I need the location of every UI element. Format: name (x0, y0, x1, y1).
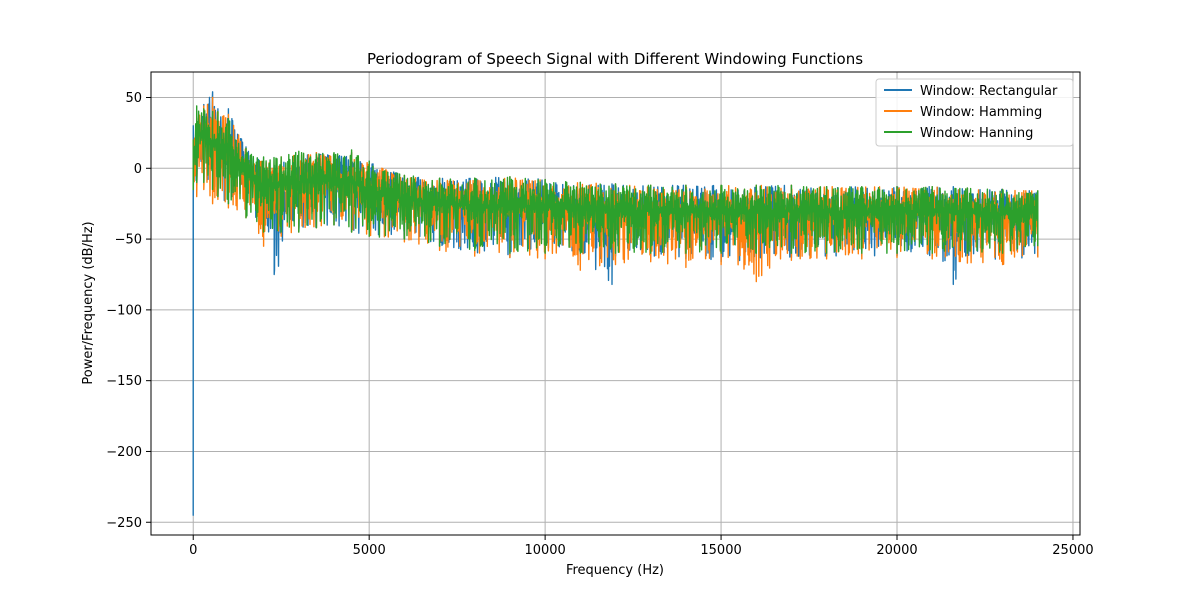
y-tick-label: −150 (106, 374, 142, 389)
x-tick-label: 5000 (353, 543, 386, 558)
x-tick-label: 15000 (700, 543, 741, 558)
axis-ticks: 0 5000 10000 15000 20000 25000 50 0 −50 −100 −150 −… (106, 91, 1093, 558)
x-tick-label: 25000 (1052, 543, 1093, 558)
legend-label-hamming: Window: Hamming (920, 105, 1042, 120)
x-tick-label: 10000 (524, 543, 565, 558)
legend-box (875, 78, 1074, 147)
series-hanning (192, 105, 1039, 254)
series-layer (192, 91, 1039, 516)
y-tick-label: 50 (125, 91, 142, 106)
legend: Window: Rectangular Window: Hamming Wind… (875, 78, 1074, 147)
legend-label-hanning: Window: Hanning (920, 126, 1033, 141)
x-tick-label: 20000 (876, 543, 917, 558)
chart-title: Periodogram of Speech Signal with Differ… (367, 50, 863, 68)
y-tick-label: −100 (106, 303, 142, 318)
x-tick-label: 0 (189, 543, 197, 558)
y-tick-label: 0 (134, 162, 142, 177)
y-tick-label: −50 (115, 233, 142, 248)
y-tick-label: −250 (106, 516, 142, 531)
y-tick-label: −200 (106, 445, 142, 460)
plot-frame (150, 71, 1081, 536)
legend-label-rectangular: Window: Rectangular (920, 84, 1058, 99)
y-axis-label: Power/Frequency (dB/Hz) (81, 221, 96, 384)
x-axis-label: Frequency (Hz) (566, 563, 664, 578)
